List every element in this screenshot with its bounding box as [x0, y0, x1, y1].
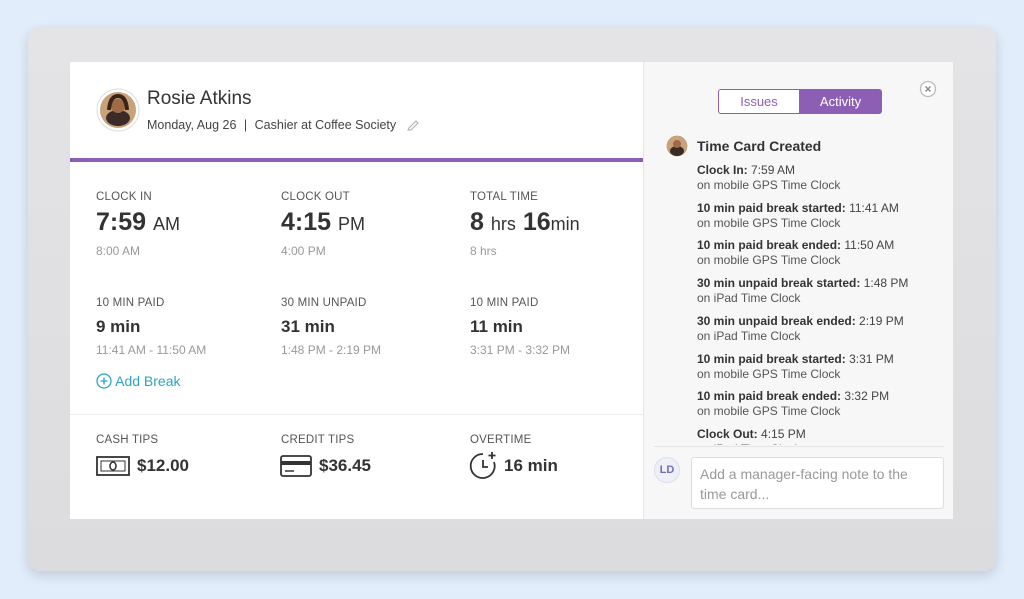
time-card: Rosie Atkins Monday, Aug 26 | Cashier at… — [70, 62, 953, 519]
activity-list: Time Card Created Clock In: 7:59 AM on mo… — [644, 122, 953, 445]
entry-line: 30 min unpaid break ended: 2:19 PM — [697, 314, 947, 329]
entry-line: Clock Out: 4:15 PM — [697, 427, 947, 442]
scheduled: 8 hrs — [470, 244, 497, 258]
break-duration: 11 min — [470, 317, 523, 336]
break-range: 11:41 AM - 11:50 AM — [96, 343, 207, 357]
shift-date: Monday, Aug 26 — [147, 118, 237, 132]
entry-source: on mobile GPS Time Clock — [697, 366, 841, 381]
entry-label: 10 min paid break started: — [697, 200, 846, 215]
break-range: 3:31 PM - 3:32 PM — [470, 343, 571, 357]
entry-time: 3:31 PM — [849, 351, 894, 366]
activity-entry: 30 min unpaid break ended: 2:19 PM on iPa… — [697, 314, 947, 344]
entry-time: 3:32 PM — [844, 389, 890, 404]
note-input[interactable]: Add a manager-facing note to the time ca… — [691, 457, 944, 509]
activity-entry: 10 min paid break ended: 11:50 AM on mobi… — [697, 238, 947, 268]
edit-icon[interactable] — [406, 117, 420, 131]
entry-source: on mobile GPS Time Clock — [697, 178, 841, 192]
activity-entry: 10 min paid break started: 3:31 PM on mob… — [697, 352, 947, 382]
entry-line: 10 min paid break ended: 3:32 PM — [697, 389, 947, 404]
divider — [70, 158, 643, 162]
tab[interactable]: Issues — [718, 89, 800, 114]
entry-label: 10 min paid break ended: — [697, 238, 842, 253]
user-initials: LD — [654, 457, 680, 483]
time: 4:15 — [281, 208, 332, 236]
separator: | — [243, 118, 248, 132]
shift-role: Cashier at Coffee Society — [254, 118, 397, 132]
entry-source: on iPad Time Clock — [697, 328, 801, 343]
tip-value: 16 min — [504, 456, 558, 475]
entry-source: on mobile GPS Time Clock — [697, 253, 841, 268]
plus-icon — [96, 373, 112, 389]
tip-label: OVERTIME — [470, 434, 532, 446]
break-label: 10 MIN PAID — [96, 297, 165, 309]
tab-active[interactable]: Activity — [799, 89, 882, 114]
cash-icon — [96, 456, 130, 476]
unit: hrs — [490, 214, 516, 234]
meridiem: PM — [338, 214, 365, 234]
hours: 8 — [470, 208, 484, 236]
entry-source: on mobile GPS Time Clock — [697, 404, 841, 419]
scheduled: 8:00 AM — [96, 244, 141, 258]
divider — [654, 446, 944, 447]
tip-label: CASH TIPS — [96, 434, 159, 446]
meridiem: AM — [153, 214, 180, 234]
divider — [70, 414, 643, 415]
entry-label: Clock Out: — [697, 426, 758, 441]
add-break[interactable]: Add Break — [96, 373, 181, 389]
entry-line: 30 min unpaid break started: 1:48 PM — [697, 276, 947, 291]
activity-entry: 10 min paid break ended: 3:32 PM on mobil… — [697, 389, 947, 419]
entry-source: on mobile GPS Time Clock — [697, 215, 841, 230]
entry-label: 10 min paid break ended: — [697, 389, 842, 404]
avatar — [96, 88, 140, 132]
tip-label: CREDIT TIPS — [281, 434, 355, 446]
label: CLOCK IN — [96, 191, 152, 203]
entry-label: 10 min paid break started: — [697, 351, 846, 366]
entry-time: 7:59 AM — [751, 163, 796, 177]
break-duration: 9 min — [96, 317, 141, 336]
entry-source: on iPad Time Clock — [697, 291, 801, 306]
activity-title: Time Card Created — [697, 138, 822, 154]
break-duration: 31 min — [281, 317, 335, 336]
close-button[interactable] — [919, 80, 937, 98]
break-range: 1:48 PM - 2:19 PM — [281, 343, 382, 357]
entry-source: on iPad Time Clock — [697, 442, 947, 445]
card-icon — [280, 455, 312, 477]
avatar — [665, 134, 689, 158]
entry-time: 2:19 PM — [859, 313, 904, 328]
entry-label: Clock In: — [697, 163, 748, 177]
unit: min — [550, 214, 580, 234]
scheduled: 4:00 PM — [281, 244, 326, 258]
shift-info: Monday, Aug 26 | Cashier at Coffee Socie… — [147, 117, 420, 132]
entry-time: 1:48 PM — [863, 276, 909, 291]
activity-entry: Clock In: 7:59 AM on mobile GPS Time Cloc… — [697, 163, 947, 193]
activity-entry: 10 min paid break started: 11:41 AM on mo… — [697, 201, 947, 231]
add-break-text: Add Break — [115, 373, 181, 389]
entry-label: 30 min unpaid break ended: — [697, 313, 856, 328]
clock-out-value: 4:15 PM — [281, 208, 365, 237]
entry-label: 30 min unpaid break started: — [697, 276, 861, 291]
entry-line: 10 min paid break started: 3:31 PM — [697, 352, 947, 367]
entry-time: 4:15 PM — [761, 426, 806, 441]
entry-time: 11:50 AM — [844, 238, 895, 253]
break-label: 30 MIN UNPAID — [281, 297, 367, 309]
label: TOTAL TIME — [470, 191, 539, 203]
activity-panel: Issues Activity Time Card Created Clock … — [643, 62, 953, 519]
entry-line: 10 min paid break started: 11:41 AM — [697, 201, 947, 216]
employee-name: Rosie Atkins — [147, 88, 252, 109]
minutes: 16 — [522, 208, 551, 236]
clock-icon — [469, 452, 496, 479]
time: 7:59 — [96, 208, 147, 236]
entry-line: Clock In: 7:59 AM — [697, 163, 947, 178]
clock-in-value: 7:59 AM — [96, 208, 180, 237]
tip-value: $12.00 — [137, 456, 189, 475]
entry-line: 10 min paid break ended: 11:50 AM — [697, 238, 947, 253]
tip-value: $36.45 — [319, 456, 371, 475]
total-value: 8 hrs 16min — [470, 208, 580, 237]
break-label: 10 MIN PAID — [470, 297, 539, 309]
entry-time: 11:41 AM — [849, 200, 899, 215]
activity-entry: 30 min unpaid break started: 1:48 PM on i… — [697, 276, 947, 306]
label: CLOCK OUT — [281, 191, 350, 203]
